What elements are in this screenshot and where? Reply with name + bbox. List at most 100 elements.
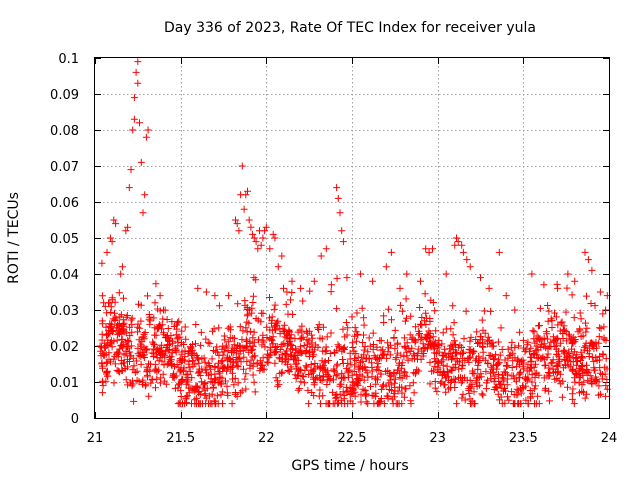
- data-point: [453, 400, 461, 408]
- data-point: [428, 367, 436, 375]
- data-point: [152, 280, 160, 288]
- data-point: [229, 375, 236, 383]
- data-point: [466, 263, 474, 271]
- data-point: [211, 363, 219, 371]
- data-point: [377, 385, 385, 393]
- data-point: [223, 367, 231, 375]
- data-point: [154, 325, 162, 333]
- data-point: [349, 400, 357, 408]
- data-point: [514, 391, 522, 399]
- data-point: [333, 371, 341, 379]
- x-tick-label: 23.5: [509, 431, 538, 446]
- data-point: [357, 270, 365, 278]
- data-point: [402, 295, 410, 303]
- data-point: [351, 355, 358, 363]
- data-point: [206, 340, 214, 348]
- data-point: [512, 377, 520, 385]
- data-point: [296, 347, 304, 355]
- data-point: [390, 334, 398, 342]
- data-point: [275, 354, 283, 362]
- data-point: [144, 292, 151, 300]
- data-point: [245, 216, 253, 224]
- data-point: [251, 352, 259, 360]
- data-point: [458, 241, 466, 249]
- data-point: [422, 245, 430, 253]
- data-point: [176, 333, 184, 341]
- data-point: [247, 223, 255, 231]
- data-point: [120, 294, 127, 302]
- data-point: [527, 393, 534, 401]
- data-point: [588, 266, 596, 274]
- data-point: [153, 375, 161, 383]
- data-point: [250, 378, 258, 386]
- data-point: [204, 339, 212, 347]
- data-point: [249, 334, 257, 342]
- data-point: [501, 399, 509, 407]
- data-point: [210, 325, 218, 333]
- data-point: [236, 323, 244, 331]
- data-point: [392, 354, 400, 361]
- data-point: [248, 309, 256, 317]
- data-point: [186, 343, 194, 351]
- data-point: [260, 365, 268, 373]
- data-point: [266, 294, 273, 301]
- data-point: [574, 328, 582, 336]
- x-tick-label: 22: [258, 431, 275, 446]
- data-point: [577, 348, 585, 356]
- data-point: [455, 365, 463, 373]
- data-point: [528, 371, 536, 379]
- data-point: [465, 358, 473, 366]
- data-point: [244, 187, 251, 195]
- data-point: [334, 341, 342, 349]
- data-point: [593, 357, 601, 365]
- data-point: [120, 359, 128, 367]
- data-point: [315, 392, 323, 400]
- data-point: [114, 367, 122, 375]
- data-point: [523, 341, 531, 349]
- data-point: [327, 329, 335, 337]
- data-point: [380, 312, 388, 320]
- data-point: [335, 399, 342, 407]
- data-point: [303, 347, 311, 354]
- data-point: [310, 381, 318, 389]
- data-point: [159, 370, 167, 378]
- data-point: [398, 374, 406, 382]
- data-point: [294, 356, 302, 364]
- data-point: [344, 387, 352, 395]
- data-point: [403, 270, 411, 278]
- data-point: [295, 385, 303, 392]
- data-point: [596, 364, 604, 372]
- data-point: [251, 388, 259, 396]
- y-tick-label: 0.03: [50, 304, 79, 319]
- data-point: [172, 372, 180, 380]
- data-point: [495, 371, 503, 378]
- data-point: [454, 238, 462, 246]
- data-point: [384, 367, 392, 375]
- data-point: [571, 277, 579, 285]
- data-point: [479, 326, 487, 334]
- data-point: [364, 400, 372, 408]
- data-point: [580, 378, 588, 386]
- data-point: [582, 328, 590, 336]
- data-point: [134, 79, 142, 87]
- data-point: [431, 378, 439, 385]
- data-point: [474, 361, 482, 369]
- data-point: [202, 335, 210, 343]
- data-point: [233, 220, 241, 228]
- data-point: [217, 358, 225, 366]
- data-point: [442, 388, 450, 396]
- data-point: [134, 320, 142, 328]
- data-point: [280, 339, 288, 347]
- data-point: [303, 336, 311, 344]
- data-point: [528, 378, 536, 386]
- data-point: [213, 392, 221, 400]
- data-point: [255, 336, 263, 344]
- data-point: [407, 400, 415, 408]
- data-point: [571, 378, 579, 386]
- data-point: [549, 356, 557, 364]
- data-point: [217, 391, 225, 399]
- data-point: [333, 362, 341, 370]
- data-point: [540, 374, 548, 382]
- data-point: [272, 321, 280, 329]
- data-point: [592, 373, 600, 381]
